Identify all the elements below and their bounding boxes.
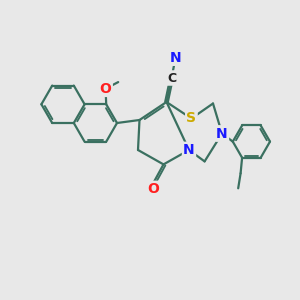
Text: S: S <box>186 112 197 125</box>
Text: C: C <box>167 71 176 85</box>
Text: N: N <box>183 143 195 157</box>
Text: N: N <box>216 127 228 140</box>
Text: O: O <box>147 182 159 196</box>
Text: N: N <box>170 51 181 64</box>
Text: O: O <box>100 82 112 96</box>
